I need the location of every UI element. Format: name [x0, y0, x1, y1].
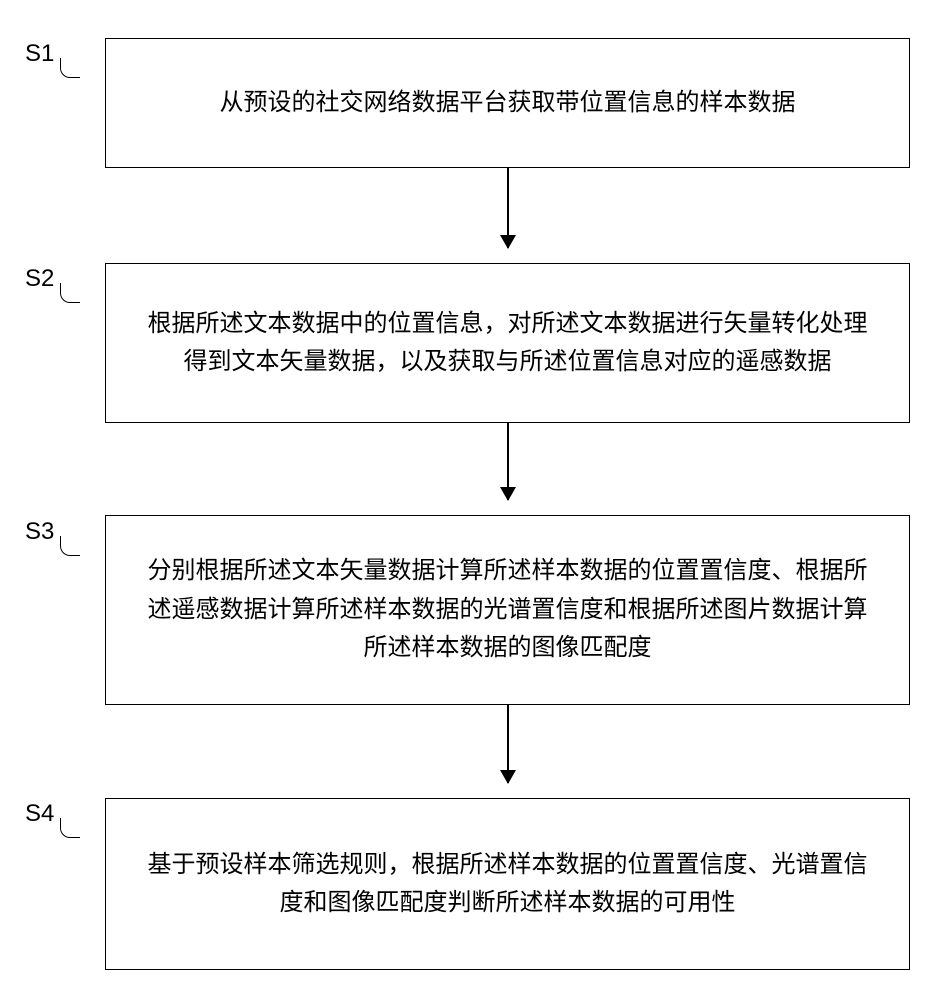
step-label-s4: S4 [25, 800, 54, 828]
step-text-s1: 从预设的社交网络数据平台获取带位置信息的样本数据 [220, 84, 796, 122]
step-label-s2: S2 [25, 265, 54, 293]
step-label-s1: S1 [25, 40, 54, 68]
step-text-s2: 根据所述文本数据中的位置信息，对所述文本数据进行矢量转化处理得到文本矢量数据，以… [146, 305, 869, 382]
step-text-s3: 分别根据所述文本矢量数据计算所述样本数据的位置置信度、根据所述遥感数据计算所述样… [146, 552, 869, 667]
step-box-s2: 根据所述文本数据中的位置信息，对所述文本数据进行矢量转化处理得到文本矢量数据，以… [105, 263, 910, 423]
step-box-s3: 分别根据所述文本矢量数据计算所述样本数据的位置置信度、根据所述遥感数据计算所述样… [105, 515, 910, 705]
flowchart-container: S1 从预设的社交网络数据平台获取带位置信息的样本数据 S2 根据所述文本数据中… [0, 0, 950, 996]
label-connector-s2 [60, 283, 80, 303]
arrow-s3-s4 [507, 705, 509, 783]
arrow-s2-s3 [507, 423, 509, 500]
step-box-s4: 基于预设样本筛选规则，根据所述样本数据的位置置信度、光谱置信度和图像匹配度判断所… [105, 798, 910, 970]
step-text-s4: 基于预设样本筛选规则，根据所述样本数据的位置置信度、光谱置信度和图像匹配度判断所… [146, 846, 869, 923]
label-connector-s1 [60, 58, 80, 78]
label-connector-s4 [60, 818, 80, 838]
arrow-s1-s2 [507, 168, 509, 248]
step-box-s1: 从预设的社交网络数据平台获取带位置信息的样本数据 [105, 38, 910, 168]
label-connector-s3 [60, 536, 80, 556]
step-label-s3: S3 [25, 518, 54, 546]
